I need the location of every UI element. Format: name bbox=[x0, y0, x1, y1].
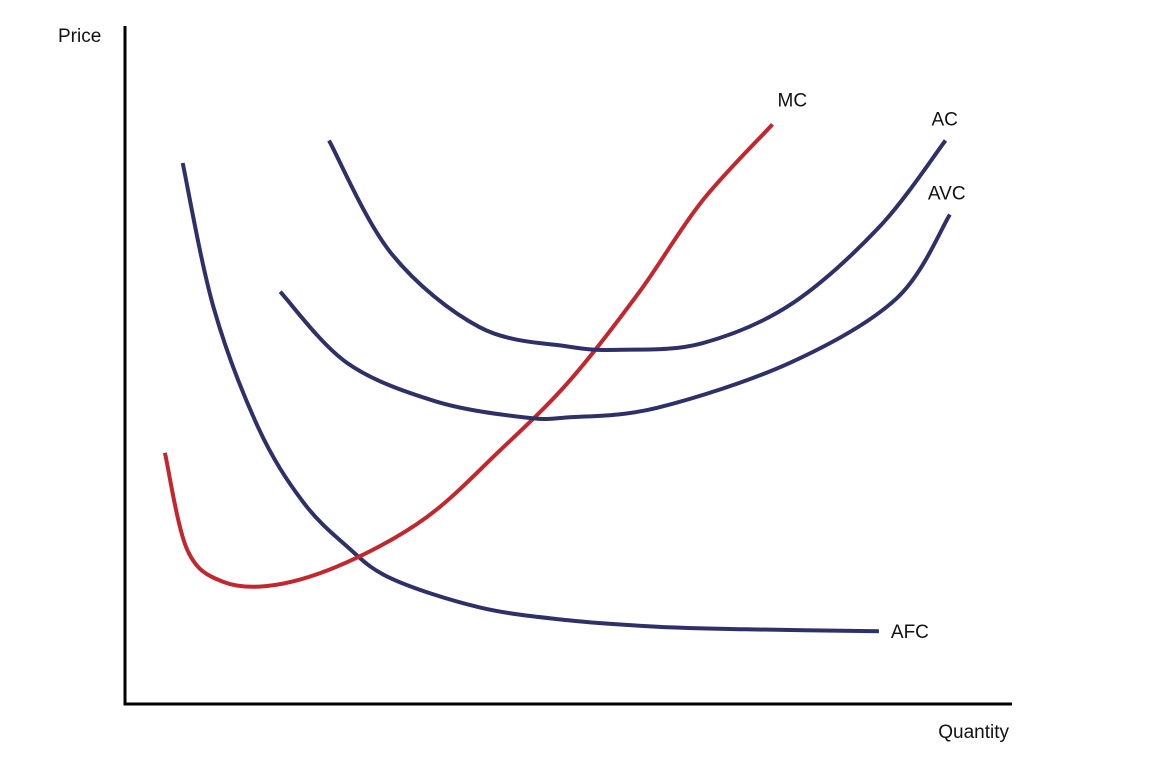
series-labels: AFC MC AC AVC bbox=[778, 90, 966, 643]
y-axis-title: Price bbox=[58, 26, 101, 47]
series-label-ac: AC bbox=[932, 110, 958, 131]
series-line-ac bbox=[327, 139, 948, 353]
series-label-avc: AVC bbox=[928, 184, 966, 205]
series-line-mc bbox=[162, 123, 774, 589]
series-line-afc bbox=[180, 162, 879, 634]
x-axis-title: Quantity bbox=[938, 722, 1009, 743]
series-label-mc: MC bbox=[778, 90, 808, 111]
series-group bbox=[162, 123, 952, 634]
series-label-afc: AFC bbox=[891, 622, 929, 643]
axes bbox=[123, 26, 1012, 706]
series-line-avc bbox=[278, 213, 952, 422]
